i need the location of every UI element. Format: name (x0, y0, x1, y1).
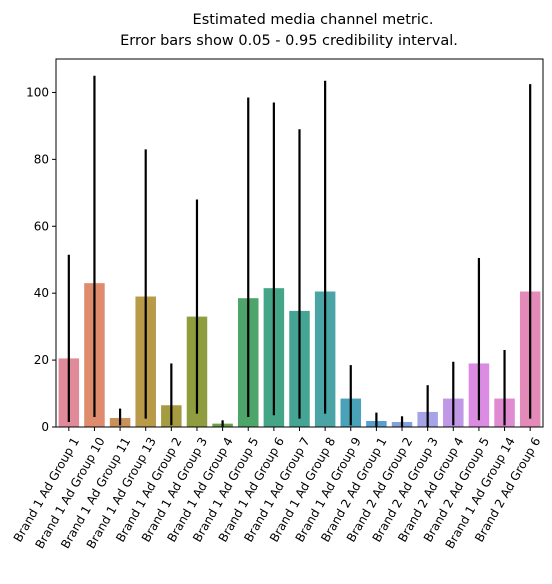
y-tick-label: 100 (26, 85, 49, 99)
y-tick-label: 80 (34, 152, 49, 166)
y-tick-label: 20 (34, 353, 49, 367)
y-tick-label: 0 (41, 420, 49, 434)
chart-title-line-1: Estimated media channel metric. (193, 12, 434, 28)
y-axis: 0 20 40 60 80 100 (26, 85, 56, 434)
error-bars-layer (67, 75, 532, 427)
y-tick-label: 40 (34, 286, 49, 300)
y-tick-label: 60 (34, 219, 49, 233)
chart-title-line-2: Error bars show 0.05 - 0.95 credibility … (120, 33, 458, 49)
plot-frame (55, 58, 544, 428)
